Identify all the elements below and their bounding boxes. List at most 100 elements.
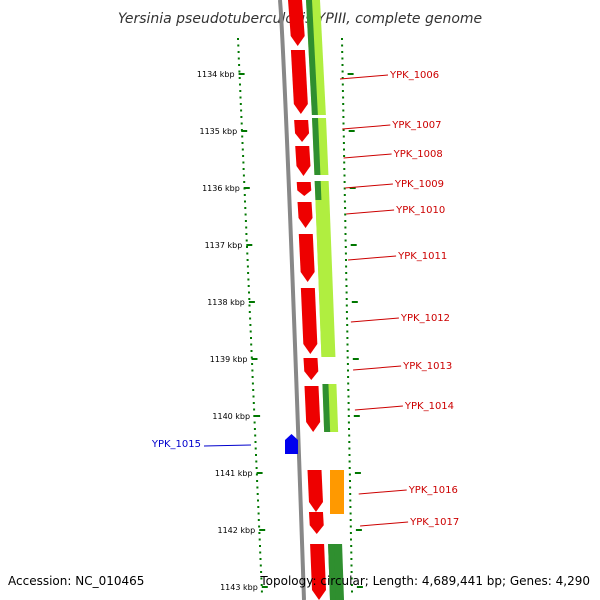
tick-dot-left: [259, 551, 262, 554]
tick-dot-left: [248, 311, 251, 313]
tick-dot-right: [343, 148, 345, 151]
tick-dot-right: [350, 571, 353, 573]
gene-arrow: [310, 544, 326, 600]
tick-dot-left: [260, 584, 263, 586]
tick-dot-left: [239, 83, 241, 86]
tick-dot-left: [250, 343, 253, 346]
kbp-major-tick: [352, 358, 359, 360]
tick-dot-left: [241, 142, 244, 144]
tick-dot-right: [341, 83, 344, 86]
tick-dot-right: [347, 382, 350, 385]
tick-dot-left: [247, 272, 250, 274]
gene-leader-line: [354, 405, 403, 411]
tick-dot-right: [344, 220, 347, 222]
tick-dot-right: [341, 51, 344, 53]
kbp-major-tick: [238, 73, 245, 75]
tick-dot-right: [350, 577, 353, 580]
gene-track: [285, 0, 326, 600]
tick-dot-right: [349, 532, 352, 534]
tick-dot-right: [347, 421, 350, 424]
tick-dot-right: [342, 142, 345, 144]
tick-dot-left: [255, 473, 258, 476]
tick-dot-left: [258, 532, 261, 534]
tick-dot-left: [260, 577, 263, 580]
tick-dot-left: [255, 454, 257, 456]
gene-label: YPK_1015: [151, 439, 201, 450]
tick-dot-right: [349, 512, 352, 515]
tick-dot-right: [343, 200, 346, 203]
tick-dot-right: [345, 304, 348, 307]
tick-dot-right: [345, 311, 348, 313]
tick-dot-left: [252, 389, 255, 391]
tick-dot-right: [348, 441, 351, 443]
gene-arrow: [303, 358, 319, 380]
tick-dot-left: [251, 382, 254, 385]
kbp-major-tick: [254, 415, 261, 417]
tick-dot-right: [341, 64, 344, 66]
tick-dot-left: [250, 350, 253, 352]
tick-dot-right: [341, 90, 344, 92]
tick-dot-right: [350, 558, 353, 560]
kbp-major-tick: [248, 301, 255, 303]
tick-dot-right: [344, 207, 347, 209]
tick-dot-right: [349, 525, 352, 528]
tick-dot-right: [344, 213, 347, 216]
gc-segment-dark: [314, 181, 322, 200]
tick-dot-left: [253, 428, 256, 430]
tick-dot-right: [342, 116, 345, 118]
tick-dot-left: [241, 148, 244, 151]
tick-dot-left: [246, 252, 249, 255]
kbp-major-tick: [355, 529, 362, 531]
gc-segment-dark: [312, 118, 321, 175]
tick-dot-right: [343, 174, 346, 177]
tick-dot-left: [245, 226, 248, 229]
kbp-major-tick: [241, 130, 248, 132]
tick-dot-left: [259, 558, 262, 560]
tick-dot-left: [243, 181, 246, 183]
gene-label: YPK_1006: [389, 70, 439, 81]
kbp-label: 1143 kbp: [220, 583, 258, 592]
tick-dot-left: [242, 155, 245, 157]
gene-labels: YPK_1006 YPK_1007 YPK_1008 YPK_1009 YPK_1010…: [151, 70, 459, 528]
tick-dot-right: [347, 389, 350, 391]
tick-dot-left: [260, 571, 263, 573]
kbp-major-tick: [349, 187, 356, 189]
tick-dot-left: [252, 395, 255, 398]
kbp-major-tick: [256, 472, 263, 474]
tick-dot-left: [249, 324, 252, 326]
tick-dot-right: [345, 298, 348, 300]
gene-leader-line: [353, 365, 402, 371]
tick-dot-left: [258, 538, 261, 541]
tick-dot-left: [244, 220, 247, 222]
kbp-major-tick: [353, 415, 360, 417]
gene-arrow: [290, 50, 308, 114]
tick-dot-left: [242, 174, 245, 177]
tick-dot-left: [244, 200, 246, 203]
gene-leader-line: [358, 489, 407, 495]
tick-dot-right: [346, 330, 349, 333]
tick-dot-right: [345, 285, 348, 287]
tick-dot-right: [348, 454, 351, 456]
kbp-scale: 1134 kbp 1135 kbp 1136 kbp 1137 kbp 1138 kbp…: [197, 70, 363, 592]
kbp-major-tick: [356, 586, 363, 588]
gc-segment-dark: [315, 200, 328, 357]
tick-dot-left: [240, 116, 243, 118]
tick-dot-left: [256, 480, 259, 482]
tick-dot-left: [248, 304, 251, 307]
kbp-label: 1138 kbp: [207, 298, 245, 307]
tick-dot-right: [350, 551, 353, 554]
gene-label: YPK_1007: [391, 120, 441, 131]
gc-segment-dark: [322, 384, 331, 432]
tick-dot-left: [257, 519, 260, 521]
tick-dot-left: [247, 278, 250, 281]
tick-dot-left: [249, 330, 252, 333]
tick-dot-left: [255, 460, 258, 463]
gc-segment-dark: [306, 0, 318, 115]
gene-label: YPK_1017: [409, 517, 459, 528]
gene-arrow: [304, 386, 321, 432]
tick-dot-right: [341, 70, 344, 73]
tick-dot-right: [348, 460, 351, 463]
gene-leader-line: [348, 255, 397, 261]
tick-dot-right: [349, 493, 352, 495]
